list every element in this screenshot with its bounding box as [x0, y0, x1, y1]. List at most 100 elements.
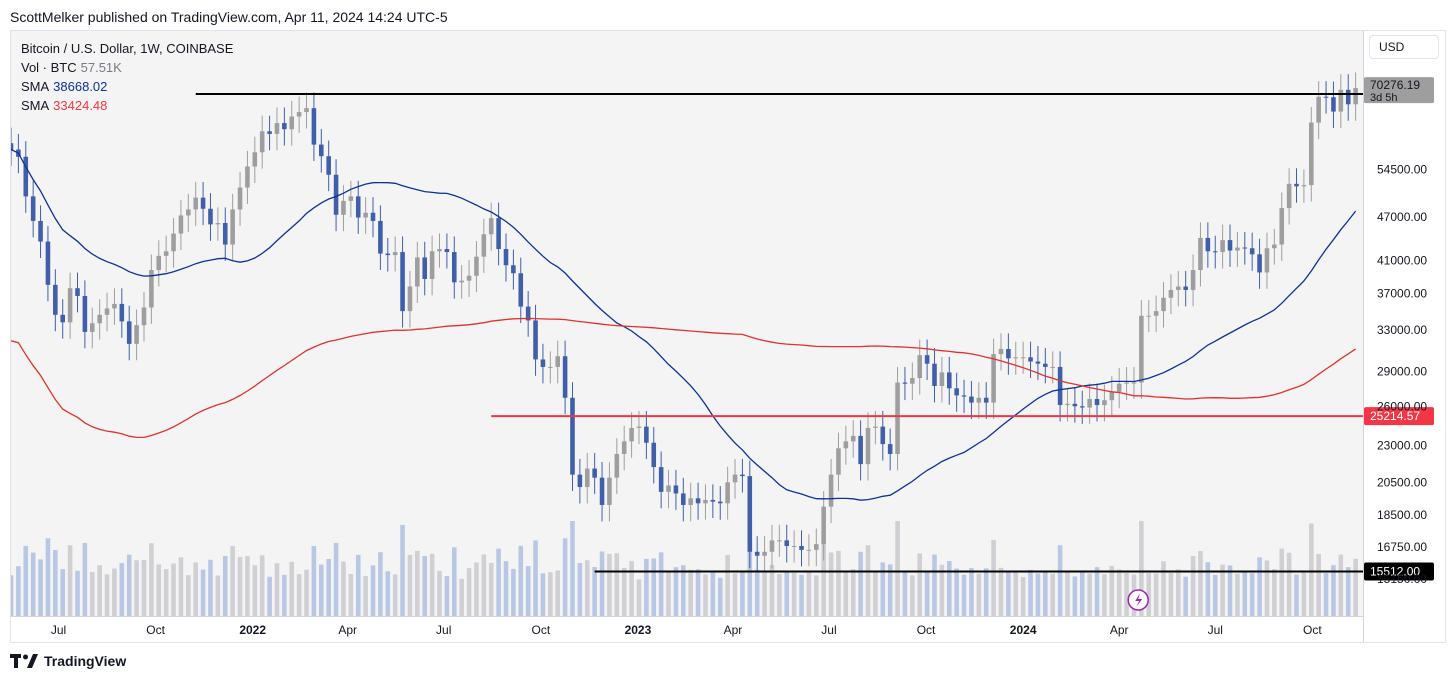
candle-up	[865, 427, 871, 465]
volume-bar	[1205, 562, 1211, 616]
candle-up	[488, 218, 494, 235]
volume-bar	[444, 576, 450, 616]
candle-up	[1139, 315, 1144, 383]
volume-bar	[555, 570, 561, 616]
volume-bar	[1323, 573, 1329, 616]
candle-down	[1212, 251, 1218, 253]
candle-down	[496, 218, 501, 250]
volume-bar	[451, 547, 457, 616]
volume-bar	[865, 545, 871, 616]
volume-bar	[1065, 571, 1070, 616]
volume-bar	[267, 576, 272, 616]
volume-legend[interactable]: Vol · BTC 57.51K	[21, 58, 233, 77]
candle-down	[533, 320, 538, 360]
candle-up	[917, 355, 923, 379]
volume-bar	[149, 543, 154, 616]
volume-bar	[429, 553, 435, 616]
candle-down	[754, 551, 760, 556]
sma-long-legend[interactable]: SMA 38668.02	[21, 77, 233, 96]
volume-bar	[30, 552, 36, 616]
candle-down	[1006, 348, 1011, 359]
volume-bar	[296, 574, 302, 616]
candle-up	[215, 223, 221, 225]
volume-bar	[171, 563, 176, 616]
price-tick-label: 20500.00	[1377, 475, 1427, 489]
candle-up	[732, 474, 738, 483]
volume-bar	[858, 551, 863, 616]
volume-bar	[23, 545, 29, 616]
volume-bar	[821, 541, 826, 616]
candle-up	[1264, 248, 1270, 273]
volume-bar	[437, 570, 442, 616]
volume-bar	[11, 575, 14, 616]
volume-bar	[230, 546, 235, 616]
volume-bar	[799, 574, 804, 616]
candle-up	[828, 474, 834, 507]
volume-bar	[60, 569, 66, 616]
tradingview-footer[interactable]: TradingView	[10, 653, 126, 669]
candle-up	[910, 378, 915, 384]
candle-up	[769, 540, 775, 552]
volume-bar	[1227, 565, 1233, 616]
price-tick-label: 26000.00	[1377, 399, 1427, 413]
candle-down	[282, 123, 287, 130]
price-tick-label: 18500.00	[1377, 508, 1427, 522]
candle-up	[1161, 297, 1166, 312]
volume-bar	[873, 572, 878, 616]
volume-bar	[1249, 573, 1255, 616]
time-tick-label: 2023	[625, 623, 652, 637]
volume-bar	[1043, 572, 1048, 616]
volume-bar	[1353, 558, 1358, 616]
volume-bar	[540, 573, 546, 616]
volume-bar	[806, 572, 812, 616]
volume-bar	[252, 565, 258, 616]
candle-up	[296, 112, 302, 117]
candle-down	[503, 249, 509, 266]
candle-up	[112, 303, 117, 309]
volume-bar	[156, 564, 162, 616]
candle-down	[681, 493, 686, 505]
volume-bar	[1006, 571, 1011, 616]
volume-bar	[1072, 576, 1078, 616]
sma-long-line	[11, 148, 1357, 501]
volume-bar	[1116, 569, 1122, 616]
volume-bar	[1301, 572, 1307, 616]
candle-up	[474, 256, 479, 276]
time-tick-label: 2024	[1010, 623, 1037, 637]
candle-up	[843, 441, 849, 449]
candle-down	[1294, 183, 1299, 187]
volume-bar	[1316, 553, 1321, 616]
candle-up	[141, 307, 147, 326]
volume-bar	[503, 561, 509, 616]
candle-down	[385, 253, 391, 256]
volume-bar	[791, 572, 797, 616]
volume-bar	[415, 550, 420, 616]
volume-bar	[629, 561, 634, 616]
volume-bar	[363, 575, 368, 616]
candle-up	[1102, 400, 1107, 406]
currency-selector[interactable]: USD	[1369, 35, 1439, 59]
candle-up	[186, 209, 191, 216]
candle-down	[954, 388, 959, 396]
symbol-title[interactable]: Bitcoin / U.S. Dollar, 1W, COINBASE	[21, 41, 234, 56]
volume-bar	[488, 562, 494, 616]
volume-bar	[97, 565, 102, 616]
volume-bar	[16, 566, 21, 616]
candle-down	[799, 546, 804, 550]
price-tick-label: 29000.00	[1377, 364, 1427, 378]
sma-200-legend[interactable]: SMA 33424.48	[21, 96, 233, 115]
plot-area[interactable]	[11, 31, 1363, 616]
candle-up	[363, 212, 368, 218]
candle-down	[710, 499, 716, 502]
candle-down	[525, 306, 531, 321]
candle-down	[1227, 240, 1233, 251]
volume-bar	[607, 553, 612, 616]
volume-value: 57.51K	[80, 60, 122, 75]
volume-bar	[991, 539, 996, 616]
candle-up	[1272, 244, 1277, 249]
candle-down	[1331, 97, 1336, 112]
volume-bar	[53, 550, 58, 616]
